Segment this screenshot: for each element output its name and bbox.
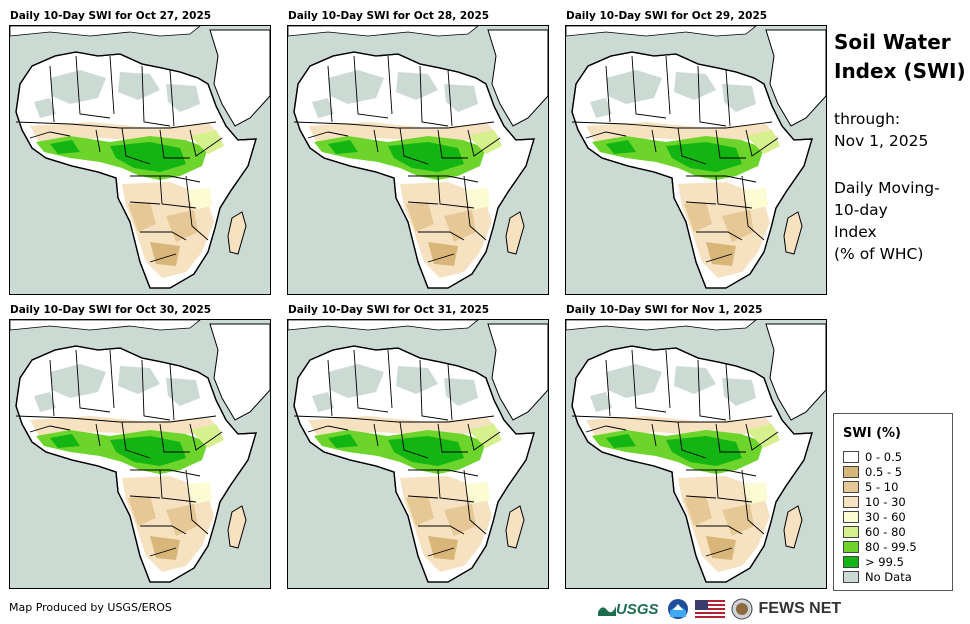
map-credit: Map Produced by USGS/EROS	[9, 601, 172, 614]
description-line: (% of WHC)	[834, 245, 924, 263]
fews-net-logo: FEWS NET	[758, 600, 842, 617]
legend-label: No Data	[865, 570, 912, 584]
legend-swatch	[843, 541, 859, 553]
legend-swatch	[843, 511, 859, 523]
legend-title: SWI (%)	[843, 426, 901, 441]
usgs-wave-icon	[598, 606, 616, 616]
legend-item: No Data	[843, 570, 912, 584]
legend-item: > 99.5	[843, 555, 904, 569]
main-title-line1: Soil Water	[834, 30, 951, 54]
map-panel-oct-30: Daily 10-Day SWI for Oct 30, 2025	[9, 304, 271, 589]
legend-item: 10 - 30	[843, 495, 906, 509]
panel-title: Daily 10-Day SWI for Nov 1, 2025	[566, 304, 763, 316]
us-flag-icon	[694, 600, 725, 618]
panel-title: Daily 10-Day SWI for Oct 31, 2025	[288, 304, 490, 316]
map-panel-nov-1: Daily 10-Day SWI for Nov 1, 2025	[565, 304, 827, 589]
main-title-line2: Index (SWI)	[834, 59, 966, 83]
through-label: through:	[834, 110, 901, 128]
description-line: Daily Moving-	[834, 179, 940, 197]
legend-label: 30 - 60	[865, 510, 906, 524]
legend-label: 10 - 30	[865, 495, 906, 509]
africa-swi-map	[287, 25, 549, 295]
legend-label: 60 - 80	[865, 525, 906, 539]
legend-swatch	[843, 556, 859, 568]
legend-label: 5 - 10	[865, 480, 899, 494]
legend-label: 0.5 - 5	[865, 465, 903, 479]
africa-swi-map	[9, 25, 271, 295]
legend-item: 80 - 99.5	[843, 540, 917, 554]
description-line: Index	[834, 223, 877, 241]
legend-swatch	[843, 571, 859, 583]
description-line: 10-day	[834, 201, 888, 219]
panel-title: Daily 10-Day SWI for Oct 28, 2025	[288, 10, 490, 22]
legend-swatch	[843, 451, 859, 463]
map-panel-oct-27: Daily 10-Day SWI for Oct 27, 2025	[9, 10, 271, 295]
noaa-logo-icon	[667, 599, 688, 619]
legend-label: > 99.5	[865, 555, 904, 569]
africa-swi-map	[287, 319, 549, 589]
legend-swatch	[843, 526, 859, 538]
through-block: through: Nov 1, 2025	[834, 108, 928, 152]
state-dept-seal-icon	[731, 598, 753, 620]
panel-title: Daily 10-Day SWI for Oct 30, 2025	[10, 304, 212, 316]
legend-item: 0.5 - 5	[843, 465, 902, 479]
legend-swatch	[843, 496, 859, 508]
legend-item: 0 - 0.5	[843, 450, 902, 464]
africa-swi-map	[565, 25, 827, 295]
legend-label: 80 - 99.5	[865, 540, 917, 554]
panel-title: Daily 10-Day SWI for Oct 29, 2025	[566, 10, 768, 22]
legend-item: 5 - 10	[843, 480, 898, 494]
africa-swi-map	[565, 319, 827, 589]
description-block: Daily Moving- 10-day Index (% of WHC)	[834, 177, 940, 265]
legend-item: 30 - 60	[843, 510, 906, 524]
map-panel-oct-31: Daily 10-Day SWI for Oct 31, 2025	[287, 304, 549, 589]
legend-swatch	[843, 481, 859, 493]
panel-title: Daily 10-Day SWI for Oct 27, 2025	[10, 10, 212, 22]
logo-bar: USGS FEWS NET	[598, 596, 841, 622]
usgs-logo: USGS	[598, 601, 659, 618]
main-title: Soil Water Index (SWI)	[834, 28, 966, 86]
legend-item: 60 - 80	[843, 525, 906, 539]
africa-swi-map	[9, 319, 271, 589]
map-panel-oct-29: Daily 10-Day SWI for Oct 29, 2025	[565, 10, 827, 295]
legend-label: 0 - 0.5	[865, 450, 903, 464]
map-panel-oct-28: Daily 10-Day SWI for Oct 28, 2025	[287, 10, 549, 295]
through-date: Nov 1, 2025	[834, 132, 929, 150]
legend-swatch	[843, 466, 859, 478]
